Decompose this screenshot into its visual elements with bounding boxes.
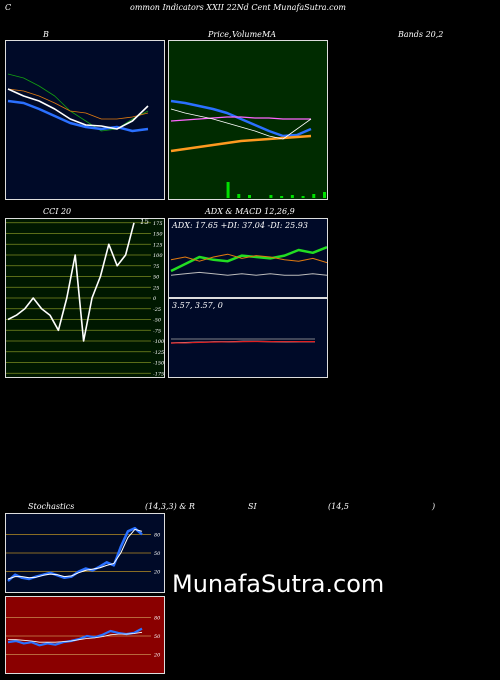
- ma-price-line: [170, 108, 312, 140]
- adx-series: [170, 246, 327, 276]
- ma-svg: [170, 99, 326, 198]
- bollinger-label: B: [43, 30, 49, 39]
- cci-svg: 175 150 125 100 75 50 25 0 -25 -50 -75 -100 -125 -150…: [6, 221, 164, 377]
- cci-tick-label: -25: [153, 307, 161, 313]
- cci-tick-label: 175: [153, 221, 163, 227]
- macd-svg: [170, 338, 315, 344]
- rsi-series: 80 50 20: [6, 615, 161, 659]
- adx-panel: ADX: 17.65 +DI: 37.04 -DI: 25.93: [168, 218, 328, 298]
- si-label: SI: [248, 502, 257, 511]
- stochastics-panel: 80 50 20: [5, 513, 165, 593]
- price-label: Price,: [208, 30, 232, 39]
- cci-tick-label: -175: [153, 371, 164, 377]
- cci-tick-label: 50: [153, 275, 160, 281]
- rsi-close: ): [432, 502, 436, 511]
- plus-di-line: [170, 246, 327, 273]
- bb-middle-line: [7, 99, 149, 133]
- bands-label: Bands 20,2: [398, 30, 444, 39]
- signal-line: [170, 340, 315, 344]
- stochastics-label: Stochastics: [28, 502, 75, 511]
- stochastics-params: (14,3,3) & R: [145, 502, 195, 511]
- cci-tick-label: -75: [153, 328, 161, 334]
- cci-tick-label: -50: [153, 318, 162, 324]
- stoch-tick-label: 80: [154, 532, 161, 538]
- adx-line: [170, 271, 327, 276]
- stoch-d-line: [7, 528, 143, 580]
- macd-values: 3.57, 3.57, 0: [172, 301, 223, 310]
- ma-series: [170, 99, 326, 198]
- adx-values: ADX: 17.65 +DI: 37.04 -DI: 25.93: [172, 221, 308, 230]
- rsi-panel: 80 50 20: [5, 596, 165, 674]
- volume-bar: [269, 195, 273, 198]
- volume-bar: [290, 195, 294, 198]
- cci-tick-label: 25: [152, 285, 159, 291]
- mrsi-line: [8, 631, 143, 643]
- volume-bar: [280, 196, 284, 198]
- bb-lower-line: [7, 88, 149, 120]
- stochastics-svg: 80 50 20: [6, 526, 161, 582]
- cci-tick-label: 150: [153, 232, 163, 238]
- cci-tick-label: 75: [153, 264, 159, 270]
- minus-di-line: [170, 253, 327, 264]
- ma-label: MA: [262, 30, 276, 39]
- ma-long-line: [170, 134, 312, 153]
- rsi-svg: 80 50 20: [6, 615, 161, 659]
- volume-bar: [237, 194, 241, 198]
- ma-mid-line: [170, 116, 311, 122]
- volume-bar: [312, 194, 316, 198]
- cci-tick-label: 100: [153, 253, 163, 259]
- cci-panel: 175 150 125 100 75 50 25 0 -25 -50 -75 -100 -125 -150…: [5, 218, 165, 378]
- watermark: MunafaSutra.com: [172, 570, 385, 598]
- price-line: [7, 88, 149, 130]
- ma-panel: [168, 40, 328, 200]
- rsi-params: (14,5: [328, 502, 349, 511]
- volume-bar: [323, 192, 326, 198]
- volume-bar: [301, 196, 305, 198]
- bollinger-panel: [5, 40, 165, 200]
- volume-label: Volume: [232, 30, 262, 39]
- bb-upper-line: [7, 73, 149, 132]
- header-c: C: [5, 3, 12, 12]
- stoch-tick-label: 20: [153, 570, 161, 576]
- header-title: ommon Indicators XXII 22Nd Cent MunafaSu…: [130, 3, 346, 12]
- stoch-k-line: [7, 526, 143, 582]
- cci-last-value: 15: [140, 218, 149, 226]
- bollinger-series: [7, 73, 149, 133]
- adx-macd-label: ADX & MACD 12,26,9: [205, 207, 295, 216]
- cci-tick-label: -100: [153, 339, 164, 345]
- cci-label: CCI 20: [43, 207, 72, 216]
- rsi-tick-label: 50: [154, 634, 161, 640]
- cci-tick-label: 0: [153, 296, 157, 302]
- rsi-line: [7, 627, 143, 647]
- stochastics-series: 80 50 20: [6, 526, 161, 582]
- cci-tick-label: -125: [153, 350, 164, 356]
- volume-bar: [226, 182, 230, 198]
- adx-svg: [170, 246, 327, 276]
- cci-tick-label: -150: [153, 361, 164, 367]
- volume-bar: [248, 195, 251, 198]
- rsi-tick-label: 20: [153, 653, 161, 659]
- rsi-tick-label: 80: [154, 615, 161, 621]
- stoch-tick-label: 50: [154, 551, 161, 557]
- macd-series: [170, 338, 315, 344]
- cci-tick-label: 125: [153, 242, 163, 248]
- macd-panel: 3.57, 3.57, 0: [168, 298, 328, 378]
- cci-series: 175 150 125 100 75 50 25 0 -25 -50 -75 -100 -125 -150…: [6, 221, 164, 377]
- bollinger-svg: [7, 73, 149, 133]
- cci-line: [7, 222, 135, 342]
